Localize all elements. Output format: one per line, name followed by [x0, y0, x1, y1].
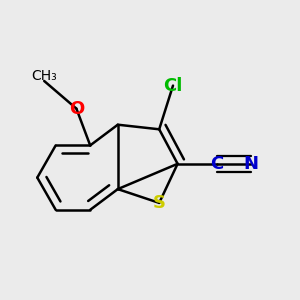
- Text: C: C: [210, 155, 223, 173]
- Text: Cl: Cl: [163, 76, 183, 94]
- Text: O: O: [69, 100, 84, 118]
- Text: CH₃: CH₃: [31, 69, 57, 83]
- Text: N: N: [244, 155, 259, 173]
- Text: S: S: [153, 194, 166, 212]
